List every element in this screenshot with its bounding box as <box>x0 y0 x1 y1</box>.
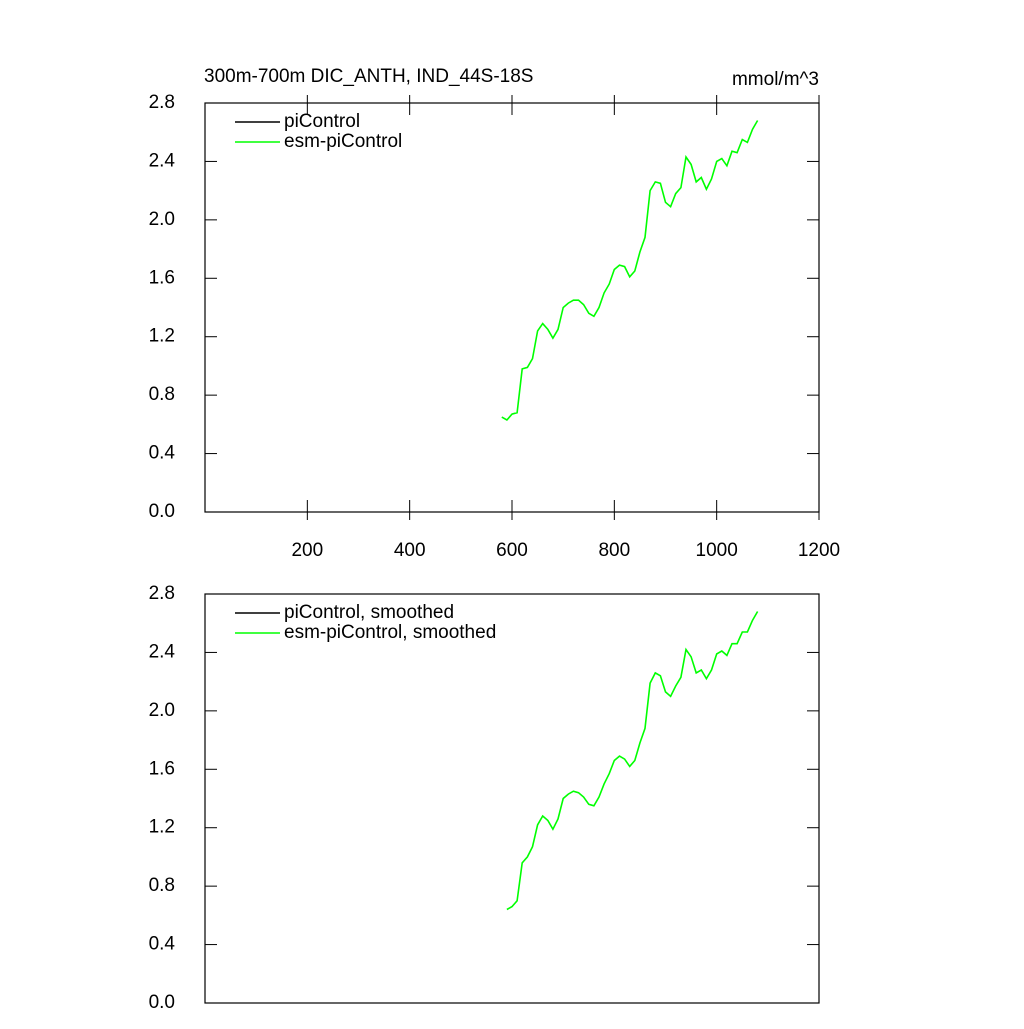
x-tick-label: 800 <box>598 540 630 561</box>
y-tick-label: 2.8 <box>149 583 175 604</box>
legend-label: piControl, smoothed <box>284 602 454 623</box>
legend-label: piControl <box>284 111 360 132</box>
y-tick-label: 2.4 <box>149 641 176 662</box>
y-tick-label: 1.2 <box>149 326 175 347</box>
y-tick-label: 0.4 <box>149 934 176 955</box>
y-tick-label: 2.0 <box>149 209 175 230</box>
legend-label: esm-piControl <box>284 131 402 152</box>
y-tick-label: 1.2 <box>149 817 175 838</box>
x-tick-label: 1200 <box>798 540 840 561</box>
x-tick-label: 200 <box>291 540 323 561</box>
y-tick-label: 0.4 <box>149 443 176 464</box>
units-label: mmol/m^3 <box>732 69 819 90</box>
y-tick-label: 0.0 <box>149 992 175 1013</box>
data-line <box>501 120 759 422</box>
y-tick-label: 0.8 <box>149 384 175 405</box>
y-tick-label: 2.8 <box>149 92 175 113</box>
y-tick-label: 0.8 <box>149 875 175 896</box>
y-tick-label: 2.0 <box>149 700 175 721</box>
y-tick-label: 1.6 <box>149 758 175 779</box>
y-tick-label: 0.0 <box>149 501 175 522</box>
x-tick-label: 600 <box>496 540 528 561</box>
y-tick-label: 1.6 <box>149 267 175 288</box>
chart-title: 300m-700m DIC_ANTH, IND_44S-18S <box>204 66 533 87</box>
y-tick-label: 2.4 <box>149 150 176 171</box>
x-tick-label: 400 <box>394 540 426 561</box>
plot-frame <box>204 593 820 1004</box>
x-tick-label: 1000 <box>696 540 738 561</box>
legend-label: esm-piControl, smoothed <box>284 622 496 643</box>
data-line <box>506 611 759 911</box>
